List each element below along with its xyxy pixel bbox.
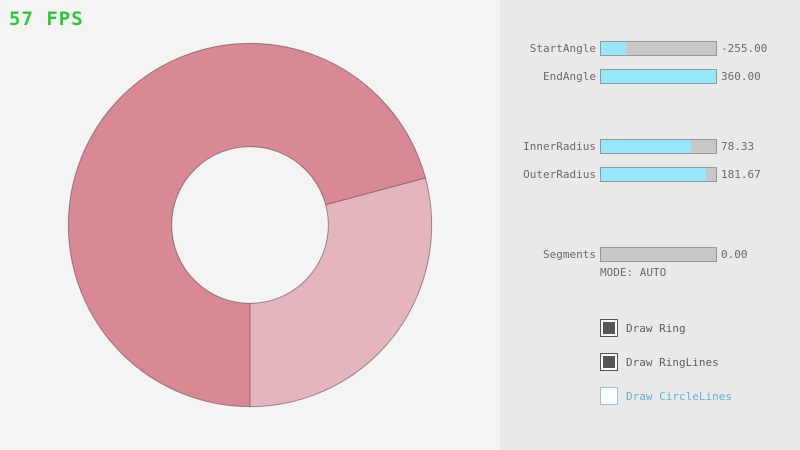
segments-slider[interactable] [600,247,717,262]
start-angle-slider-fill [601,42,627,55]
end-angle-slider-fill [601,70,716,83]
outer-radius-slider-fill [601,168,706,181]
draw-ring-checkbox[interactable] [600,319,618,337]
inner-radius-value: 78.33 [721,140,755,153]
fps-counter: 57 FPS [9,8,84,30]
ring-outer-outline [67,42,433,408]
segments-label: Segments [543,248,596,261]
slider-row-inner-radius: InnerRadius 78.33 [0,139,800,154]
ring-chart [67,42,433,408]
outer-radius-slider[interactable] [600,167,717,182]
inner-radius-label: InnerRadius [523,140,596,153]
draw-circlelines-checkbox[interactable] [600,387,618,405]
slider-row-outer-radius: OuterRadius 181.67 [0,167,800,182]
draw-ring-label: Draw Ring [626,321,686,335]
draw-ringlines-label: Draw RingLines [626,355,719,369]
ring-start-angle-line [325,177,426,206]
slider-row-end-angle: EndAngle 360.00 [0,69,800,84]
segments-value: 0.00 [721,248,748,261]
end-angle-value: 360.00 [721,70,761,83]
end-angle-label: EndAngle [543,70,596,83]
start-angle-value: -255.00 [721,42,768,55]
draw-ringlines-checkbox[interactable] [600,353,618,371]
slider-row-start-angle: StartAngle -255.00 [0,41,800,56]
outer-radius-label: OuterRadius [523,168,596,181]
inner-radius-slider-fill [601,140,691,153]
start-angle-label: StartAngle [529,42,596,55]
start-angle-slider[interactable] [600,41,717,56]
ring-inner-outline [171,146,329,304]
end-angle-slider[interactable] [600,69,717,84]
draw-ringlines-checkbox-row[interactable]: Draw RingLines [600,353,719,371]
slider-row-segments: Segments 0.00 [0,247,800,262]
segments-mode-text: MODE: AUTO [600,266,667,279]
controls-panel [500,0,800,450]
draw-circlelines-checkbox-row[interactable]: Draw CircleLines [600,387,732,405]
draw-circlelines-label: Draw CircleLines [626,389,732,403]
inner-radius-slider[interactable] [600,139,717,154]
ring-single-region [250,177,432,407]
draw-ring-checkbox-row[interactable]: Draw Ring [600,319,686,337]
outer-radius-value: 181.67 [721,168,761,181]
